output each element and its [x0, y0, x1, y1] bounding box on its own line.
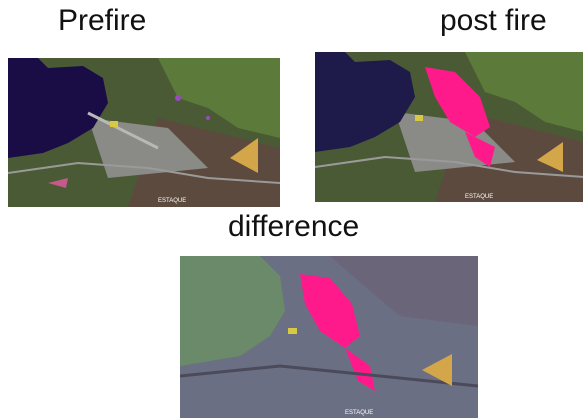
prefire-label: Prefire — [58, 4, 147, 37]
place-label: ESTAQUE — [158, 198, 186, 204]
difference-satellite-image: ESTAQUE — [180, 256, 478, 418]
difference-label: difference — [228, 210, 360, 243]
fire-location-triangle — [537, 142, 563, 172]
place-label: ESTAQUE — [345, 410, 373, 416]
fire-location-triangle — [422, 354, 452, 386]
postfire-label: post fire — [440, 4, 547, 37]
place-label: ESTAQUE — [465, 194, 493, 200]
prefire-satellite-image: ESTAQUE — [8, 58, 280, 207]
postfire-satellite-image: ESTAQUE — [315, 52, 583, 202]
fire-location-triangle — [230, 138, 258, 173]
